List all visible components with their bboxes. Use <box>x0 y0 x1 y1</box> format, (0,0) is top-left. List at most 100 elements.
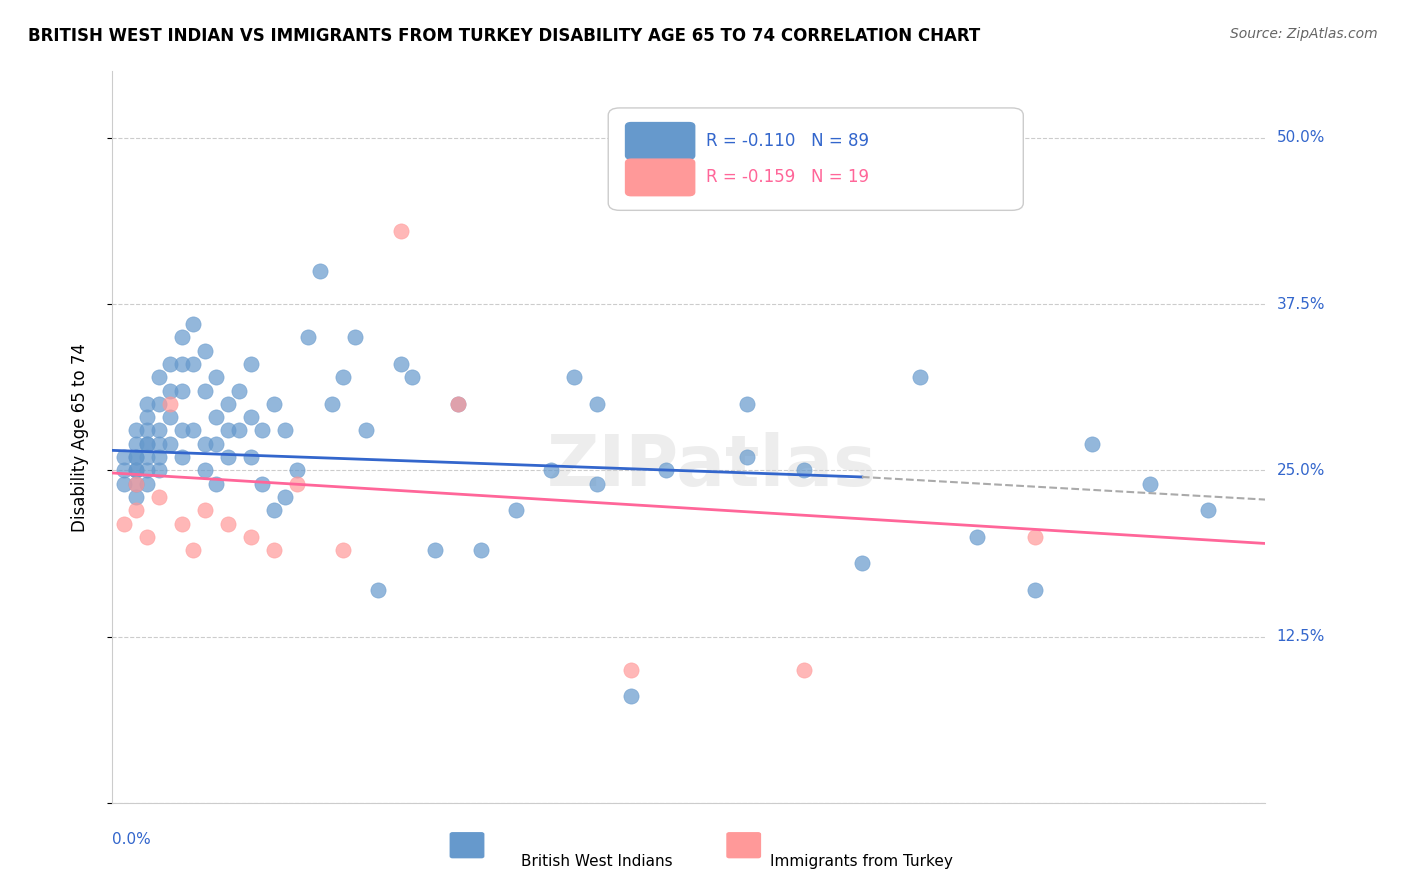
Point <box>793 463 815 477</box>
Point <box>181 317 204 331</box>
Point <box>425 543 447 558</box>
Point <box>170 384 193 398</box>
Point <box>148 436 170 450</box>
Point <box>194 463 217 477</box>
Point <box>297 330 319 344</box>
Point <box>124 450 146 464</box>
Point <box>274 424 297 438</box>
Point <box>194 343 217 358</box>
Point <box>239 530 262 544</box>
Point <box>285 463 308 477</box>
Point <box>194 503 217 517</box>
Point <box>966 530 988 544</box>
Point <box>170 424 193 438</box>
Point <box>136 476 159 491</box>
Point <box>735 450 758 464</box>
Text: R = -0.159   N = 19: R = -0.159 N = 19 <box>706 169 869 186</box>
Point <box>367 582 389 597</box>
Point <box>217 424 239 438</box>
FancyBboxPatch shape <box>727 833 761 858</box>
Point <box>285 476 308 491</box>
Point <box>181 543 204 558</box>
Text: British West Indians: British West Indians <box>520 854 672 869</box>
Point <box>343 330 366 344</box>
Point <box>1024 530 1046 544</box>
Point <box>112 463 135 477</box>
Point <box>263 503 285 517</box>
Text: 50.0%: 50.0% <box>1277 130 1324 145</box>
Point <box>205 370 228 384</box>
FancyBboxPatch shape <box>626 122 695 159</box>
Point <box>159 357 181 371</box>
Point <box>181 357 204 371</box>
Point <box>274 490 297 504</box>
Point <box>170 516 193 531</box>
Point <box>205 410 228 425</box>
Point <box>112 516 135 531</box>
Point <box>159 436 181 450</box>
Point <box>148 424 170 438</box>
Point <box>136 424 159 438</box>
Point <box>239 357 262 371</box>
Point <box>148 450 170 464</box>
Point <box>136 436 159 450</box>
Point <box>136 530 159 544</box>
Point <box>321 397 343 411</box>
Text: 0.0%: 0.0% <box>112 832 152 847</box>
Point <box>124 476 146 491</box>
Point <box>401 370 423 384</box>
Point <box>447 397 470 411</box>
Point <box>1024 582 1046 597</box>
Point <box>562 370 585 384</box>
Point <box>124 463 146 477</box>
Point <box>263 543 285 558</box>
Point <box>159 410 181 425</box>
Point <box>447 397 470 411</box>
Point <box>332 543 354 558</box>
FancyBboxPatch shape <box>450 833 484 858</box>
Point <box>124 503 146 517</box>
Point <box>124 436 146 450</box>
Point <box>585 397 607 411</box>
Text: 12.5%: 12.5% <box>1277 629 1324 644</box>
Point <box>1081 436 1104 450</box>
Point <box>735 397 758 411</box>
Point <box>136 450 159 464</box>
Point <box>620 663 643 677</box>
Point <box>228 384 250 398</box>
Point <box>124 463 146 477</box>
Point <box>655 463 678 477</box>
Point <box>181 424 204 438</box>
Point <box>470 543 492 558</box>
Point <box>194 436 217 450</box>
Point <box>136 463 159 477</box>
Point <box>136 397 159 411</box>
Point <box>354 424 377 438</box>
Text: ZIPatlas: ZIPatlas <box>547 432 877 500</box>
Point <box>239 450 262 464</box>
Point <box>1197 503 1219 517</box>
FancyBboxPatch shape <box>609 108 1024 211</box>
Point <box>389 224 412 238</box>
Point <box>170 357 193 371</box>
Point <box>851 557 873 571</box>
Point <box>620 690 643 704</box>
Point <box>793 663 815 677</box>
Point <box>217 397 239 411</box>
Point <box>148 463 170 477</box>
Point <box>505 503 527 517</box>
Point <box>228 424 250 438</box>
Point <box>112 450 135 464</box>
Point <box>205 476 228 491</box>
Point <box>263 397 285 411</box>
Point <box>136 436 159 450</box>
Point <box>540 463 562 477</box>
Point <box>389 357 412 371</box>
Point <box>194 384 217 398</box>
Point <box>170 450 193 464</box>
Point <box>205 436 228 450</box>
Point <box>252 476 274 491</box>
Point <box>170 330 193 344</box>
Text: Immigrants from Turkey: Immigrants from Turkey <box>770 854 953 869</box>
Text: Source: ZipAtlas.com: Source: ZipAtlas.com <box>1230 27 1378 41</box>
